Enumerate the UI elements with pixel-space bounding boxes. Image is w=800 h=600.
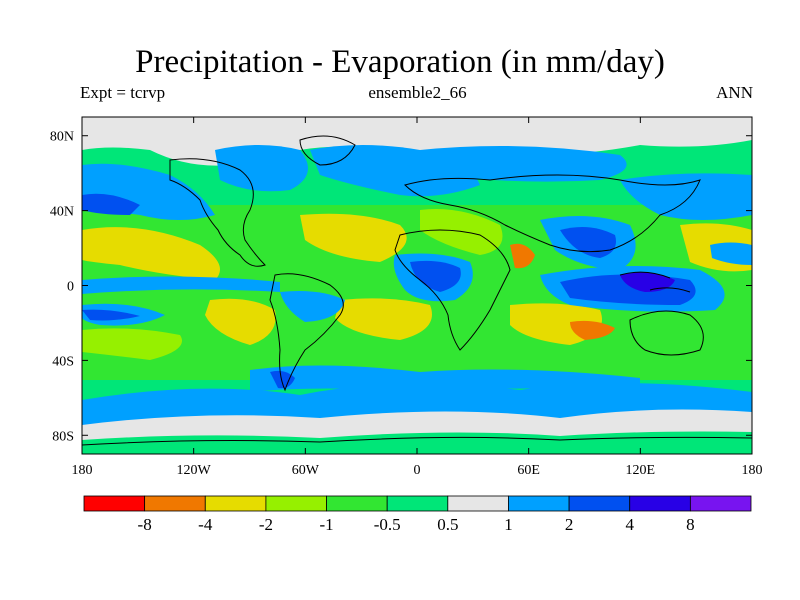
colorbar-label: -2 [259,515,273,534]
lon-tick-label: 0 [414,463,421,478]
region-s-pacific-dry [82,328,182,360]
coastlines [82,135,752,446]
coast-south-america [269,273,344,392]
colorbar-label: -1 [319,515,333,534]
coast-australia [629,310,704,356]
colorbar-box [144,495,206,512]
colorbar-label: 2 [565,515,574,534]
colorbar-label: 8 [686,515,695,534]
colorbar-box [386,495,449,512]
region-warm-pool-core [620,272,675,292]
region-patagonia [270,370,295,389]
lon-tick-label: 120E [626,463,656,478]
region-siberia [420,146,627,182]
region-s-atlantic-dry [335,298,432,340]
precipitation-field [82,117,752,454]
map-title: Precipitation - Evaporation (in mm/day) [135,44,665,80]
lat-tick-label: 40S [52,354,74,369]
lat-tick-label: 0 [67,280,74,295]
region-itcz-pacific [82,276,280,294]
lon-tick-label: 60W [292,463,320,478]
region-southern-storm-track [82,382,752,425]
colorbar-box [568,495,631,512]
colorbar-box [326,495,388,512]
lon-tick-label: 60E [517,463,540,478]
colorbar-label: -4 [198,515,213,534]
region-antarctic [82,431,752,454]
region-canada [215,145,308,192]
colorbar-label: 4 [625,515,634,534]
region-amazon [280,291,345,322]
lat-tick-label: 40N [50,205,74,220]
lat-tick-label: 80S [52,429,74,444]
colorbar-label: 0.5 [437,515,458,534]
map-axes: 80N 40N 0 40S 80S 180 120W 60W 0 60E 120E 180 [50,117,763,478]
region-spcz-east-core [82,309,140,321]
colorbar-label: -0.5 [374,515,401,534]
colorbar-box [204,495,267,512]
region-arabian-sea [510,243,535,269]
lon-tick-label: 180 [72,463,93,478]
lat-tick-label: 80N [50,130,74,145]
season-label: ANN [716,83,753,102]
coast-north-america [169,158,266,267]
colorbar-box [447,495,509,512]
region-congo [410,260,461,292]
colorbar-label: 1 [504,515,513,534]
coast-eurasia [404,174,701,253]
colorbar-box [265,495,327,512]
region-s-indian-very-dry [570,320,615,340]
region-n-atlantic-dry [300,213,407,262]
coast-antarctica [82,436,752,446]
colorbar-box [83,495,146,512]
colorbar-box [508,495,570,512]
region-bay-of-bengal [560,226,616,258]
coast-greenland [299,135,356,166]
region-w-pacific-itcz [710,242,752,265]
colorbar-box [689,495,752,512]
lon-tick-label: 180 [742,463,763,478]
colorbar-box [629,495,691,512]
region-se-pacific-dry [205,298,276,345]
region-aleutian [82,193,140,215]
colorbar: -8 -4 -2 -1 -0.5 0.5 1 2 4 8 [83,495,752,534]
region-south-pacific-band [250,365,640,392]
region-ne-pacific-dry [82,227,220,280]
lon-tick-label: 120W [177,463,212,478]
colorbar-label: -8 [138,515,152,534]
region-sahara [420,209,503,255]
coast-africa [394,229,511,351]
ensemble-label: ensemble2_66 [368,83,467,102]
coast-indonesia [619,271,691,293]
experiment-label: Expt = tcrvp [80,83,166,102]
